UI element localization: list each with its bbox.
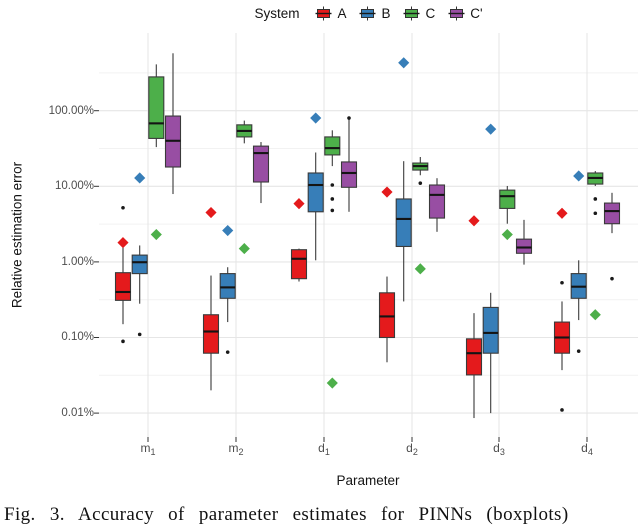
box-A-d1 [290,249,308,280]
outlier-C-prime-d4 [610,276,614,281]
box-C-m1 [148,76,165,139]
legend-label: A [337,6,347,21]
box-C-prime-d3 [515,238,533,254]
mean-diamond-C-d4 [589,309,601,321]
mean-diamond-B-m1 [134,172,146,184]
box-C-prime-d1 [340,161,358,188]
legend-entry-a: A [315,5,346,22]
x-tick-label-d1: d1 [318,441,330,457]
legend-label: C' [470,6,483,21]
outlier-A-m1 [121,205,125,210]
x-tick-label-m1: m1 [140,441,156,457]
mean-diamond-B-m2 [222,224,234,237]
outlier-B-d4 [576,349,581,353]
box-C-d1 [324,136,341,156]
y-tick-label-0_01: 0.01% [61,407,94,419]
x-tick-label-m2: m2 [228,441,244,457]
outlier-C-d4 [593,211,598,216]
outlier-A-d4 [560,408,564,412]
mean-diamond-A-m2 [205,206,217,219]
box-B-d3 [482,306,499,354]
legend-entry-c: C [403,5,435,22]
box-B-m2 [219,273,236,299]
box-C-d3 [499,189,516,209]
legend-entry-b: B [359,5,390,22]
outlier-C-d4 [593,197,598,201]
box-A-d2 [378,292,396,339]
outlier-B-m1 [137,332,142,337]
mean-diamond-C-m1 [150,228,162,241]
mean-diamond-B-d3 [485,123,497,135]
mean-diamond-C-d1 [326,377,338,389]
box-C-prime-d2 [428,184,446,219]
x-tick-label-d2: d2 [406,441,418,457]
box-C-prime-d4 [603,202,621,225]
legend-label: B [381,6,391,21]
figure-caption: Fig. 3. Accuracy of parameter estimates … [4,504,569,525]
mean-diamond-C-d2 [414,263,426,275]
mean-diamond-B-d2 [398,57,410,69]
mean-diamond-A-m1 [117,237,129,249]
mean-diamond-C-m2 [238,243,250,255]
x-tick-label-d4: d4 [581,441,593,457]
outlier-C-d2 [418,181,423,185]
mean-diamond-A-d2 [381,186,393,198]
box-B-m1 [131,254,148,275]
legend-label: C [425,6,436,21]
y-tick-label-1: 1.00% [61,256,94,268]
outlier-B-m2 [225,350,230,354]
outlier-C-d1 [330,183,335,187]
outlier-C-prime-d1 [347,116,351,120]
y-tick-label-10: 10.00% [54,180,94,192]
legend: System A B C [99,0,638,27]
boxplot-key-icon [448,6,465,21]
outlier-A-d4 [560,280,564,285]
y-tick-label-0_1: 0.10% [61,331,94,343]
outlier-C-d1 [330,197,335,201]
x-axis-title: Parameter [336,473,400,488]
box-C-prime-m2 [252,145,270,183]
mean-diamond-B-d1 [310,112,322,124]
legend-entry-c-prime: C' [448,5,483,22]
mean-diamond-A-d4 [556,207,568,219]
box-B-d2 [395,198,412,248]
boxplot-key-icon [315,6,332,21]
boxplot-key-icon [359,6,376,21]
y-tick-label-100: 100.00% [48,105,94,117]
legend-title: System [254,6,300,21]
mean-diamond-A-d1 [293,198,305,210]
mean-diamond-A-d3 [468,215,480,227]
outlier-A-m1 [121,339,125,344]
boxplot-key-icon [403,6,420,21]
box-A-d3 [465,338,483,376]
box-A-m1 [114,272,132,301]
box-A-m2 [202,314,220,354]
mean-diamond-B-d4 [573,170,585,182]
mean-diamond-C-d3 [501,228,513,241]
box-B-d1 [307,172,324,213]
x-tick-label-d3: d3 [493,441,505,457]
outlier-C-d1 [330,208,335,213]
